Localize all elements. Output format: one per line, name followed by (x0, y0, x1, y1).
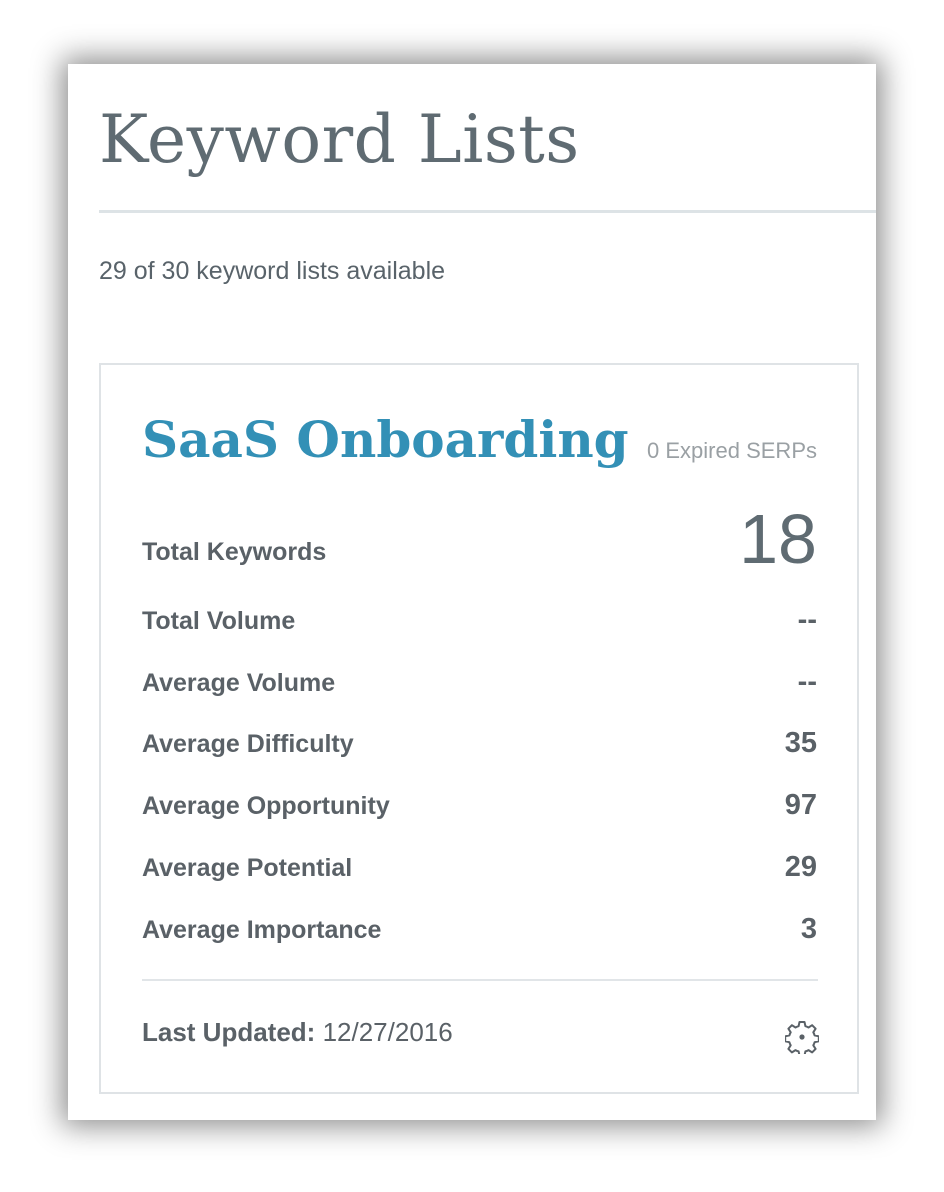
title-divider (99, 210, 876, 213)
stat-value-average-importance: 3 (800, 913, 817, 945)
page-title: Keyword Lists (99, 101, 580, 178)
stat-label-total-volume: Total Volume (142, 607, 296, 635)
stat-label-total-keywords: Total Keywords (142, 538, 327, 566)
keyword-lists-panel: Keyword Lists 29 of 30 keyword lists ava… (68, 64, 876, 1120)
stat-value-average-difficulty: 35 (784, 727, 817, 759)
stat-value-average-potential: 29 (784, 851, 817, 883)
card-divider (142, 979, 818, 981)
expired-serps-count: 0 Expired SERPs (647, 438, 817, 463)
stat-label-average-potential: Average Potential (142, 854, 353, 882)
stat-value-total-keywords: 18 (739, 500, 817, 578)
stat-value-total-volume: -- (797, 604, 817, 636)
stat-label-average-opportunity: Average Opportunity (142, 792, 390, 820)
stat-label-average-volume: Average Volume (142, 669, 336, 697)
stat-label-average-difficulty: Average Difficulty (142, 730, 354, 758)
keyword-list-title[interactable]: SaaS Onboarding (142, 410, 629, 469)
last-updated: Last Updated: 12/27/2016 (142, 1017, 453, 1047)
gear-icon[interactable] (784, 1020, 820, 1057)
last-updated-date: 12/27/2016 (322, 1017, 453, 1047)
availability-count: 29 of 30 keyword lists available (99, 257, 446, 285)
stat-label-average-importance: Average Importance (142, 916, 382, 944)
stat-value-average-volume: -- (797, 666, 817, 698)
keyword-list-card: SaaS Onboarding 0 Expired SERPs Total Ke… (99, 363, 859, 1094)
stat-value-average-opportunity: 97 (784, 789, 817, 821)
last-updated-label: Last Updated: (142, 1017, 316, 1047)
